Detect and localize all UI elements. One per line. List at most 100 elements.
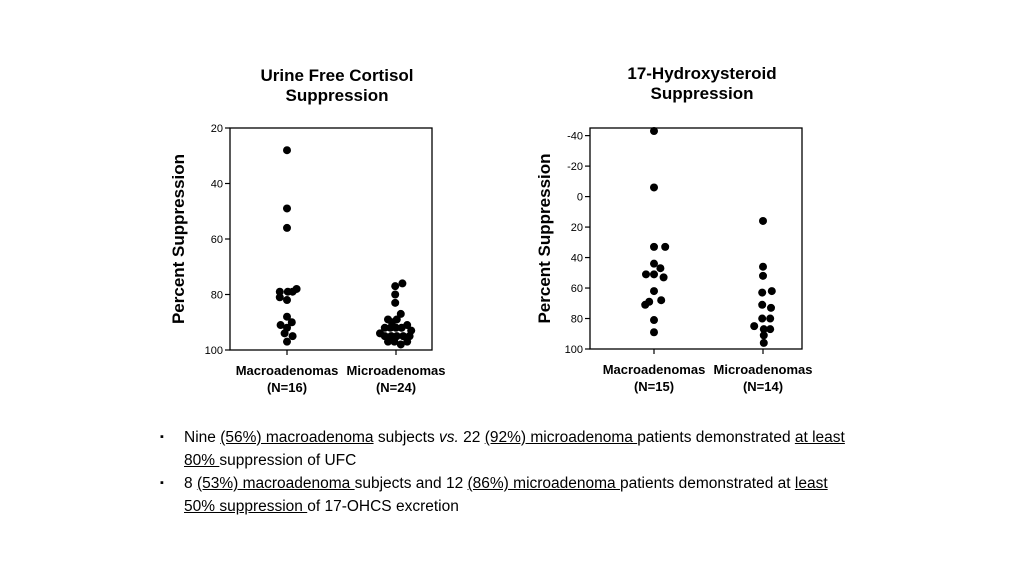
y-tick-label: -40 — [567, 131, 583, 143]
y-tick-label: 100 — [565, 344, 583, 356]
data-point — [391, 282, 400, 291]
y-tick-label: 80 — [211, 290, 223, 302]
data-point — [283, 204, 291, 213]
y-tick-label: 40 — [211, 179, 223, 191]
data-point — [656, 264, 665, 273]
category-count-label: (N=16) — [267, 380, 307, 395]
data-point — [283, 223, 291, 232]
data-point — [396, 340, 405, 349]
data-point — [650, 270, 658, 279]
plot-frame — [589, 127, 803, 350]
bullet-text: (53%) macroadenoma — [196, 475, 355, 492]
category-label: Macroadenomas — [603, 362, 706, 377]
data-point — [276, 321, 285, 330]
category-label: Macroadenomas — [236, 363, 339, 378]
bullet-text: (92%) microadenoma — [484, 429, 638, 446]
data-point — [283, 146, 291, 155]
data-point — [650, 328, 658, 337]
chart-title-line: 17-Hydroxysteroid — [627, 64, 776, 83]
data-point — [650, 287, 658, 296]
data-point — [758, 300, 767, 309]
bullet-marker: ▪ — [160, 431, 164, 443]
y-tick-label: 100 — [205, 345, 223, 357]
y-tick-label: 40 — [571, 253, 583, 265]
data-point — [641, 300, 650, 309]
bullet-text: (56%) macroadenoma — [220, 429, 374, 446]
y-tick-label: 0 — [577, 192, 583, 204]
category-label: Microadenomas — [714, 362, 813, 377]
chart-title-line: Urine Free Cortisol — [260, 66, 413, 85]
data-point — [275, 293, 284, 302]
bullet-text: suppression of UFC — [219, 452, 357, 469]
data-point — [283, 296, 291, 305]
bullet-text: Nine — [184, 429, 221, 446]
data-point — [759, 216, 767, 225]
data-point — [288, 332, 297, 341]
y-tick-label: -20 — [567, 161, 583, 173]
data-point — [398, 279, 407, 288]
y-tick-label: 80 — [571, 314, 583, 326]
data-point — [283, 337, 291, 346]
finding-bullet: ▪ 8 (53%) macroadenoma subjects and 12 (8… — [160, 472, 860, 518]
data-point — [650, 259, 658, 268]
y-tick-label: 20 — [211, 123, 223, 135]
data-point — [380, 323, 389, 332]
data-point — [766, 314, 775, 323]
data-point — [283, 312, 291, 321]
bullet-text: least 50% suppression — [184, 475, 828, 515]
y-axis-label: Percent Suppression — [535, 153, 554, 323]
data-point — [759, 338, 768, 347]
y-tick-label: 20 — [571, 222, 583, 234]
data-point — [280, 329, 289, 338]
data-point — [759, 325, 768, 334]
data-point — [650, 316, 658, 325]
data-point — [650, 183, 658, 192]
data-point — [287, 318, 296, 327]
chart-title-line: Suppression — [286, 86, 389, 105]
category-count-label: (N=14) — [743, 379, 783, 394]
bullet-text: 8 — [184, 475, 197, 492]
data-point — [399, 332, 408, 341]
category-count-label: (N=15) — [634, 379, 674, 394]
bullet-marker: ▪ — [160, 477, 164, 489]
bullet-text: 22 — [458, 429, 485, 446]
data-point — [403, 337, 412, 346]
bullet-text: patients demonstrated — [637, 429, 795, 446]
data-point — [384, 337, 392, 346]
data-point — [650, 242, 658, 251]
data-point — [766, 325, 775, 334]
data-point — [759, 271, 767, 280]
bullet-text: vs. — [439, 429, 459, 446]
data-point — [396, 309, 405, 318]
data-point — [391, 290, 400, 299]
category-label: Microadenomas — [347, 363, 446, 378]
bullet-text: at least 80% — [184, 429, 845, 469]
data-point — [758, 314, 767, 323]
data-point — [642, 270, 650, 279]
y-tick-label: 60 — [571, 283, 583, 295]
data-point — [275, 287, 284, 296]
data-point — [288, 287, 297, 296]
data-point — [767, 287, 776, 296]
data-point — [386, 323, 395, 332]
data-point — [750, 322, 759, 331]
bullet-text: patients demonstrated at — [619, 475, 795, 492]
data-point — [758, 288, 767, 297]
data-point — [391, 298, 400, 307]
data-point — [767, 303, 775, 312]
data-point — [759, 331, 768, 340]
data-point — [759, 262, 767, 271]
data-point — [650, 127, 658, 136]
category-count-label: (N=24) — [376, 380, 416, 395]
bullet-text: subjects and 12 — [354, 475, 468, 492]
data-point — [397, 323, 406, 332]
data-point — [659, 273, 668, 282]
bullet-text: (86%) microadenoma — [467, 475, 620, 492]
chart-title-line: Suppression — [651, 84, 754, 103]
data-point — [390, 337, 399, 346]
findings-list: ▪ Nine (56%) macroadenoma subjects vs. 22… — [160, 426, 860, 518]
bullet-text: subjects — [373, 429, 440, 446]
data-point — [661, 242, 670, 251]
